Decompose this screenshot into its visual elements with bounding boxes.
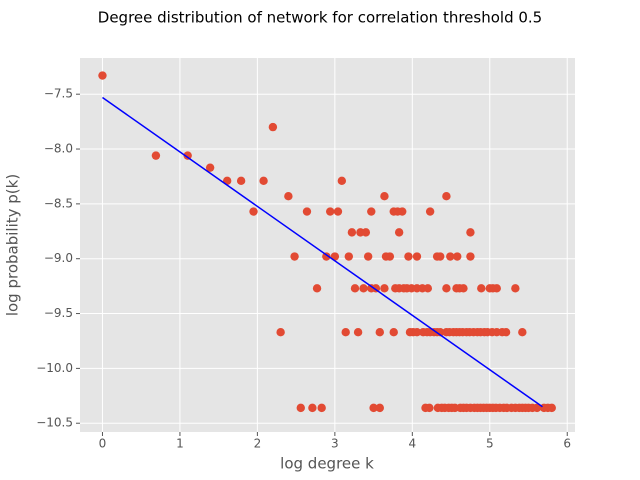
scatter-point <box>359 284 368 293</box>
scatter-point <box>442 284 451 293</box>
scatter-point <box>290 252 299 261</box>
scatter-point <box>341 327 350 337</box>
scatter-point <box>259 176 268 186</box>
scatter-point <box>380 284 389 293</box>
y-axis-label: log probability p(k) <box>4 174 22 316</box>
scatter-point <box>302 207 312 216</box>
x-tick-label: 4 <box>409 437 417 451</box>
y-tick-label: −8.0 <box>44 142 73 156</box>
scatter-point <box>380 191 389 201</box>
y-tick-label: −9.0 <box>44 251 73 265</box>
scatter-point <box>369 403 378 413</box>
scatter-point <box>412 252 422 261</box>
scatter-point <box>501 327 511 337</box>
scatter-point <box>466 228 475 237</box>
scatter-point <box>412 327 422 337</box>
scatter-point <box>466 252 475 261</box>
scatter-point <box>398 207 407 216</box>
scatter-point <box>436 252 445 261</box>
scatter-point <box>518 327 527 337</box>
x-tick-label: 6 <box>563 437 571 451</box>
scatter-point <box>453 252 462 261</box>
scatter-point <box>477 284 486 293</box>
scatter-point <box>363 252 373 261</box>
scatter-point <box>425 207 435 216</box>
x-tick-label: 3 <box>331 437 339 451</box>
x-tick-label: 1 <box>176 437 184 451</box>
scatter-point <box>442 191 451 201</box>
scatter-point <box>375 327 384 337</box>
scatter-point <box>151 151 161 160</box>
chart-title: Degree distribution of network for corre… <box>98 9 542 27</box>
scatter-point <box>268 122 278 132</box>
scatter-point <box>236 176 246 186</box>
scatter-point <box>333 207 343 216</box>
scatter-point <box>205 163 215 172</box>
scatter-point <box>353 327 363 337</box>
y-tick-label: −10.0 <box>36 361 73 375</box>
scatter-point <box>317 403 326 413</box>
scatter-point <box>312 284 322 293</box>
scatter-point <box>511 284 520 293</box>
scatter-point <box>249 207 258 216</box>
scatter-point <box>394 228 404 237</box>
scatter-point <box>425 403 434 413</box>
scatter-point <box>347 228 357 237</box>
scatter-point <box>296 403 305 413</box>
plot-area <box>80 58 575 432</box>
x-tick-label: 5 <box>486 437 494 451</box>
scatter-point <box>423 284 433 293</box>
x-tick-label: 2 <box>254 437 262 451</box>
scatter-point <box>276 327 285 337</box>
scatter-point <box>385 252 395 261</box>
scatter-point <box>492 284 501 293</box>
scatter-point <box>284 191 293 201</box>
scatter-point <box>361 228 371 237</box>
scatter-point <box>183 151 192 160</box>
y-tick-label: −8.5 <box>44 196 73 210</box>
scatter-point <box>404 252 413 261</box>
scatter-point <box>375 403 384 413</box>
y-tick-label: −9.5 <box>44 306 73 320</box>
scatter-point <box>547 403 556 413</box>
scatter-point <box>459 284 468 293</box>
scatter-point <box>344 252 354 261</box>
scatter-point <box>337 176 347 186</box>
scatter-point <box>367 207 376 216</box>
scatter-point <box>532 403 542 413</box>
y-tick-label: −10.5 <box>36 416 73 430</box>
x-axis-label: log degree k <box>280 455 374 473</box>
scatter-point <box>389 327 398 337</box>
scatter-point <box>308 403 317 413</box>
x-tick-label: 0 <box>99 437 107 451</box>
scatter-point <box>446 252 455 261</box>
y-tick-label: −7.5 <box>44 87 73 101</box>
fit-line <box>102 96 543 408</box>
scatter-point <box>350 284 360 293</box>
scatter-point <box>98 71 107 80</box>
scatter-point <box>322 252 331 261</box>
scatter-point <box>326 207 335 216</box>
